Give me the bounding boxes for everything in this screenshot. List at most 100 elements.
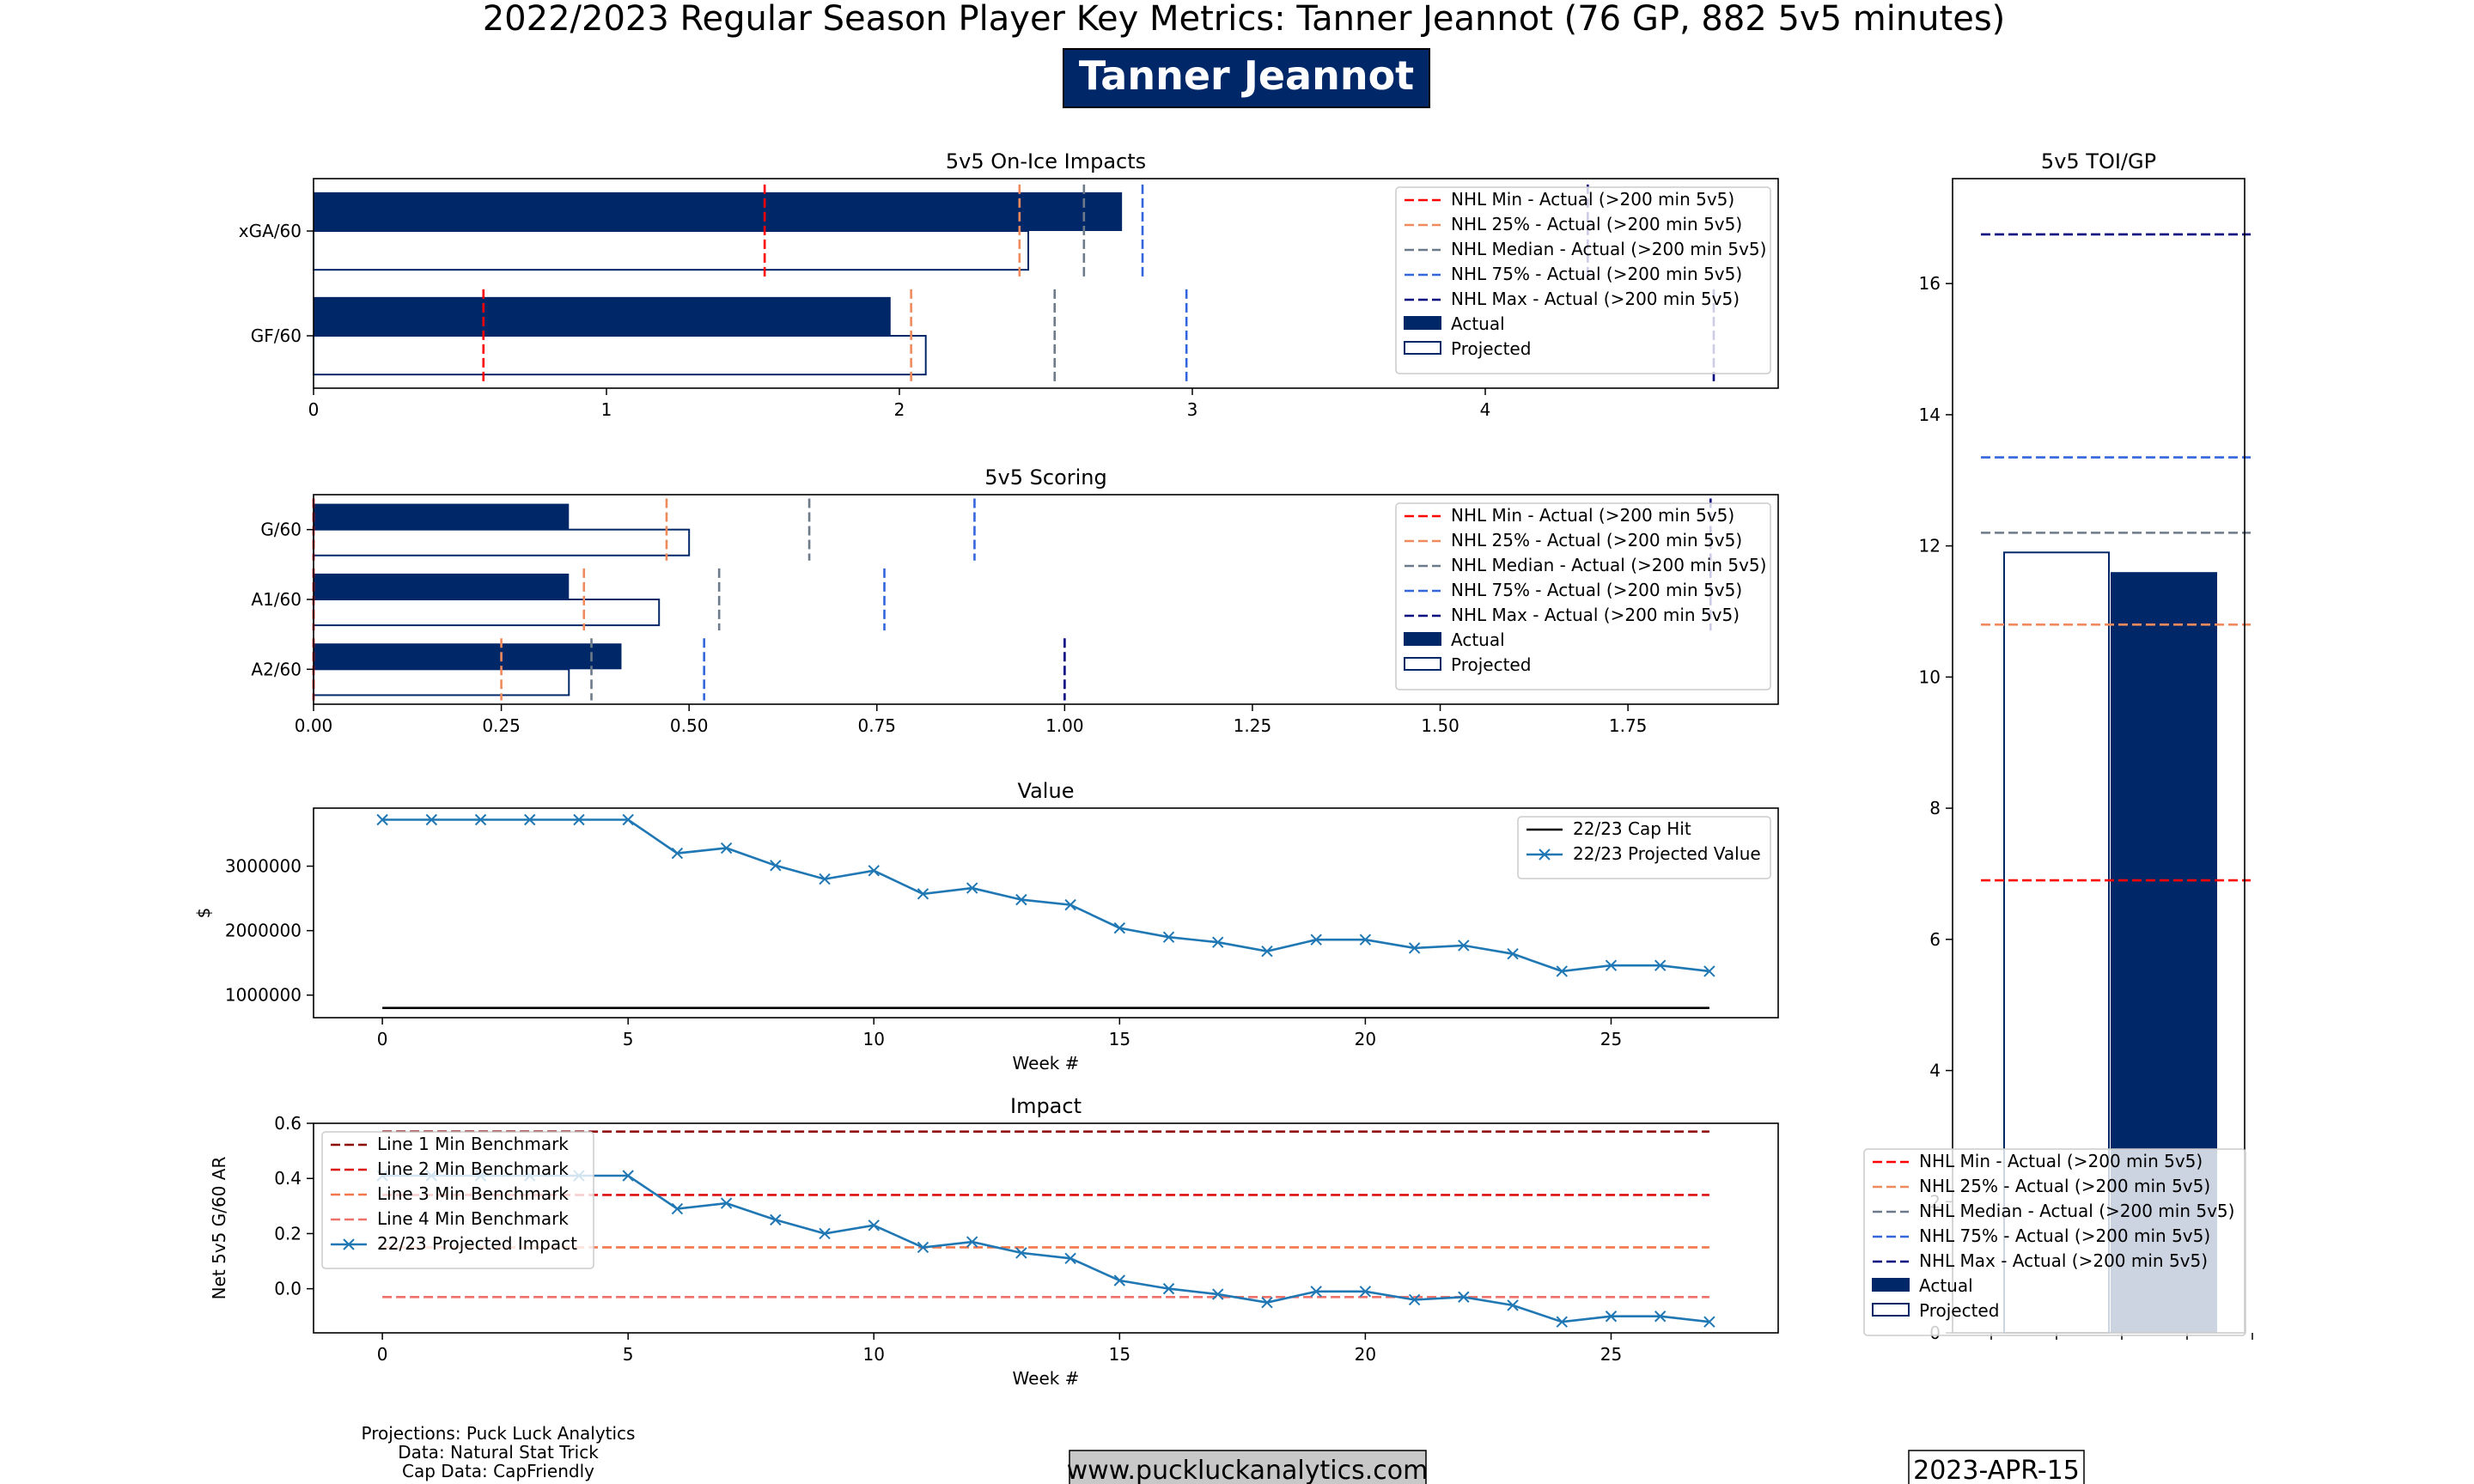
legend-frame xyxy=(1863,1148,2246,1336)
legend-entry-line-1-min-benchmark: Line 1 Min Benchmark xyxy=(331,1134,569,1154)
legend-label: Projected xyxy=(1919,1300,1999,1321)
legend-frame xyxy=(1517,816,1771,879)
chart-title: 5v5 Scoring xyxy=(984,465,1106,490)
data-point-22-23-projected-impact xyxy=(819,1227,831,1240)
data-point-22-23-projected-impact xyxy=(1703,1316,1715,1328)
data-point-22-23-projected-impact xyxy=(1310,1286,1322,1298)
x-tick-label: 1.00 xyxy=(1045,715,1084,736)
data-point-22-23-projected-value xyxy=(1703,965,1715,977)
legend-label: Actual xyxy=(1451,629,1505,650)
chart-title: Value xyxy=(1018,779,1075,803)
data-point-22-23-projected-value xyxy=(425,813,438,826)
x-tick-label: 20 xyxy=(1355,1344,1376,1365)
data-point-22-23-projected-value xyxy=(1654,959,1667,971)
website-link[interactable]: www.puckluckanalytics.com xyxy=(1067,1456,1429,1484)
legend-label: NHL Median - Actual (>200 min 5v5) xyxy=(1451,555,1766,575)
legend-entry-nhl-75-actual-200-min-5v5: NHL 75% - Actual (>200 min 5v5) xyxy=(1405,264,1742,284)
legend-entry-nhl-min-actual-200-min-5v5: NHL Min - Actual (>200 min 5v5) xyxy=(1873,1151,2203,1171)
y-tick-label: 0.6 xyxy=(274,1113,302,1134)
impact-chart: Impact 0 5 10 15 20 25 0.0 0.2 0.4 0.6 Week # Net 5v… xyxy=(209,1094,1779,1389)
x-tick-label: 25 xyxy=(1600,1344,1622,1365)
data-point-22-23-projected-value xyxy=(819,873,831,885)
legend-label: NHL Min - Actual (>200 min 5v5) xyxy=(1451,505,1734,526)
x-tick-label: 5 xyxy=(623,1344,634,1365)
legend-marker xyxy=(1539,848,1551,861)
date-stamp: 2023-APR-15 xyxy=(1913,1456,2080,1484)
x-tick-label: 0.75 xyxy=(858,715,897,736)
data-point-22-23-projected-impact xyxy=(1113,1274,1126,1286)
data-point-22-23-projected-impact xyxy=(1359,1286,1372,1298)
y-tick-label: 14 xyxy=(1919,404,1941,425)
legend-label: NHL 75% - Actual (>200 min 5v5) xyxy=(1451,580,1742,600)
value-chart: Value 0 5 10 15 20 25 1000000 2000000 3000000 Week… xyxy=(193,779,1779,1073)
x-tick-label: 0 xyxy=(377,1029,388,1049)
legend-entry-line-4-min-benchmark: Line 4 Min Benchmark xyxy=(331,1208,569,1229)
data-point-22-23-projected-value xyxy=(1212,936,1224,948)
credit-projections: Projections: Puck Luck Analytics xyxy=(362,1423,636,1444)
legend-label: Line 3 Min Benchmark xyxy=(377,1183,569,1204)
data-point-22-23-projected-value xyxy=(1310,934,1322,946)
x-tick-label: 1.50 xyxy=(1421,715,1459,736)
data-point-22-23-projected-value xyxy=(1359,934,1372,946)
x-tick-label: 4 xyxy=(1480,399,1491,420)
data-point-22-23-projected-impact xyxy=(1556,1316,1568,1328)
date-box xyxy=(1908,1450,2085,1484)
legend-entry-nhl-75-actual-200-min-5v5: NHL 75% - Actual (>200 min 5v5) xyxy=(1873,1226,2210,1246)
bar-actual-g-60 xyxy=(314,503,570,530)
legend-entry-actual: Actual xyxy=(1404,629,1505,650)
data-point-22-23-projected-impact xyxy=(868,1219,880,1232)
legend-entry-nhl-min-actual-200-min-5v5: NHL Min - Actual (>200 min 5v5) xyxy=(1405,189,1734,210)
data-point-22-23-projected-impact xyxy=(1261,1296,1273,1309)
y-tick-label: 6 xyxy=(1929,929,1941,950)
legend-swatch xyxy=(1404,632,1441,646)
y-tick-label: 2000000 xyxy=(225,921,302,941)
bar-projected-gf-60 xyxy=(313,335,927,376)
data-point-22-23-projected-value xyxy=(868,865,880,877)
legend-label: NHL Max - Actual (>200 min 5v5) xyxy=(1451,605,1740,625)
legend-swatch xyxy=(1872,1303,1910,1317)
legend-entry-nhl-max-actual-200-min-5v5: NHL Max - Actual (>200 min 5v5) xyxy=(1405,605,1740,625)
data-point-22-23-projected-impact xyxy=(720,1197,733,1209)
y-tick-label: 8 xyxy=(1929,798,1941,818)
legend-entry-nhl-max-actual-200-min-5v5: NHL Max - Actual (>200 min 5v5) xyxy=(1873,1250,2208,1271)
plot-frame xyxy=(313,807,1779,1019)
legend-label: NHL Max - Actual (>200 min 5v5) xyxy=(1919,1250,2208,1271)
x-tick-label: 2 xyxy=(894,399,905,420)
bar-actual-gf-60 xyxy=(314,296,891,336)
data-point-22-23-projected-impact xyxy=(1212,1288,1224,1300)
legend-label: 22/23 Projected Value xyxy=(1573,843,1761,864)
data-point-22-23-projected-value xyxy=(1015,893,1027,906)
bar-projected-g-60 xyxy=(313,528,691,556)
data-point-22-23-projected-impact xyxy=(1654,1311,1667,1323)
plot-frame xyxy=(313,494,1779,705)
legend-entry-projected: Projected xyxy=(1404,338,1531,359)
x-tick-label: 1.25 xyxy=(1234,715,1272,736)
legend-label: NHL 75% - Actual (>200 min 5v5) xyxy=(1919,1226,2210,1246)
legend-swatch xyxy=(1872,1278,1910,1292)
data-point-22-23-projected-impact xyxy=(671,1202,684,1215)
x-tick-label: 0 xyxy=(308,399,320,420)
chart-title: 5v5 TOI/GP xyxy=(2041,149,2156,173)
y-tick-label: 0.4 xyxy=(274,1168,302,1189)
y-tick-label: 12 xyxy=(1919,536,1941,556)
y-tick-label-xga-60: xGA/60 xyxy=(239,221,302,241)
data-point-22-23-projected-impact xyxy=(1162,1282,1175,1295)
legend-label: NHL Max - Actual (>200 min 5v5) xyxy=(1451,289,1740,309)
y-tick-label: 3000000 xyxy=(225,856,302,877)
toi-chart: 5v5 TOI/GP0246810121416NHL Min - Actual … xyxy=(1863,149,2253,1343)
x-tick-label: 10 xyxy=(863,1344,885,1365)
legend-entry-nhl-median-actual-200-min-5v5: NHL Median - Actual (>200 min 5v5) xyxy=(1405,239,1766,259)
data-point-22-23-projected-impact xyxy=(1064,1252,1076,1265)
legend-entry-projected: Projected xyxy=(1404,654,1531,675)
bar-actual-a2-60 xyxy=(314,643,622,670)
data-point-22-23-projected-value xyxy=(1605,959,1618,971)
plot-frame xyxy=(313,1122,1779,1334)
legend-entry-nhl-75-actual-200-min-5v5: NHL 75% - Actual (>200 min 5v5) xyxy=(1405,580,1742,600)
x-tick-label: 0 xyxy=(377,1344,388,1365)
data-point-22-23-projected-value xyxy=(1113,921,1126,934)
legend-label: Projected xyxy=(1451,338,1531,359)
player-name: Tanner Jeannot xyxy=(1079,52,1414,99)
data-point-22-23-projected-impact xyxy=(1458,1291,1470,1303)
website-box xyxy=(1069,1450,1427,1484)
data-point-22-23-projected-impact xyxy=(622,1170,634,1182)
